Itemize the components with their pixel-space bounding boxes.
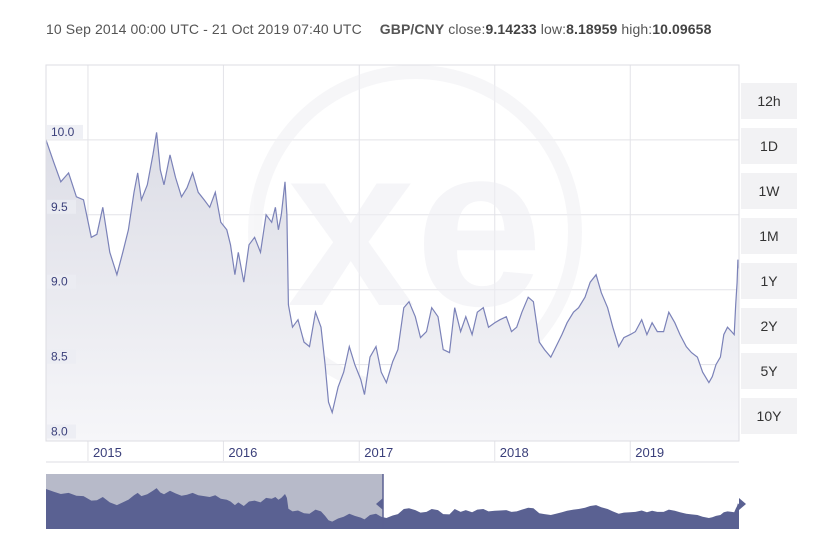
x-tick-label: 2017 (364, 445, 393, 460)
area-fill (46, 132, 739, 441)
high-label: high: (621, 21, 653, 37)
low-value: 8.18959 (566, 21, 618, 37)
navigator-left-handle[interactable] (376, 498, 383, 510)
navigator-series-selected (46, 488, 739, 529)
navigator-right-handle[interactable] (739, 498, 746, 510)
y-tick-label: 8.5 (51, 350, 68, 364)
low-label: low: (540, 21, 567, 37)
x-tick-label: 2015 (93, 445, 122, 460)
range-button-1w[interactable]: 1W (741, 173, 797, 209)
currency-pair: GBP/CNY (379, 21, 445, 37)
y-tick-label: 8.0 (51, 425, 68, 439)
y-tick-label-bg (47, 124, 83, 139)
x-tick-label: 2016 (228, 445, 257, 460)
y-tick-label-bg (47, 349, 76, 364)
close-value: 9.14233 (485, 21, 537, 37)
x-axis: 2015 2016 2017 2018 2019 (46, 445, 739, 463)
range-button-1y[interactable]: 1Y (741, 263, 797, 299)
svg-text:xe: xe (287, 97, 543, 354)
range-button-5y[interactable]: 5Y (741, 353, 797, 389)
y-tick-label-bg (47, 274, 76, 289)
range-button-1m[interactable]: 1M (741, 218, 797, 254)
range-navigator[interactable] (46, 474, 746, 529)
range-button-1d[interactable]: 1D (741, 128, 797, 164)
y-tick-label: 9.0 (51, 275, 68, 289)
y-tick-label-bg (47, 424, 76, 439)
chart-header: 10 Sep 2014 00:00 UTC - 21 Oct 2019 07:4… (46, 21, 711, 37)
x-tick-label: 2018 (500, 445, 529, 460)
y-tick-label: 10.0 (51, 125, 75, 139)
range-button-12h[interactable]: 12h (741, 83, 797, 119)
range-button-2y[interactable]: 2Y (741, 308, 797, 344)
y-axis: 8.0 8.5 9.0 9.5 10.0 (47, 124, 83, 439)
series-line (46, 132, 739, 415)
x-tick-label: 2019 (635, 445, 664, 460)
y-tick-label: 9.5 (51, 200, 68, 214)
plot-border (45, 64, 740, 442)
range-button-10y[interactable]: 10Y (741, 398, 797, 434)
high-value: 10.09658 (652, 21, 712, 37)
close-label: close: (448, 21, 486, 37)
y-tick-label-bg (47, 199, 76, 214)
date-range-text: 10 Sep 2014 00:00 UTC - 21 Oct 2019 07:4… (46, 21, 362, 37)
